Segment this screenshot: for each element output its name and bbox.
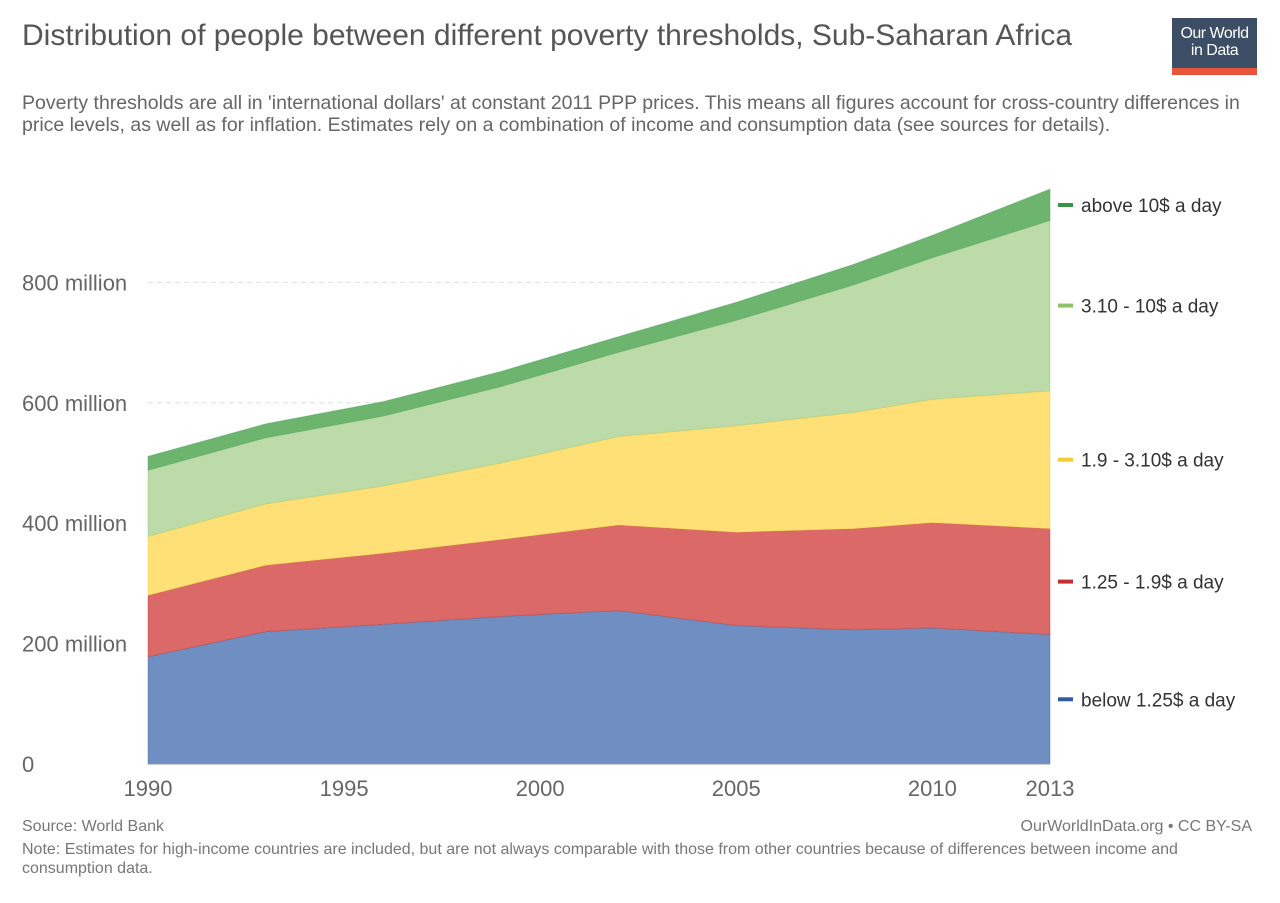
y-axis: 0 200 million 400 million 600 million 800 mi… [22, 270, 127, 777]
stacked-area-chart: 0 200 million 400 million 600 million 800 mi… [22, 188, 1236, 801]
legend-label[interactable]: 1.25 - 1.9$ a day [1081, 573, 1224, 594]
legend-swatch [1058, 697, 1073, 702]
legend-label[interactable]: 3.10 - 10$ a day [1081, 297, 1219, 318]
legend[interactable]: below 1.25$ a day 1.25 - 1.9$ a day 1.9 - … [1058, 196, 1236, 711]
note-text: Note: Estimates for high-income countrie… [22, 841, 1178, 877]
x-tick-label: 1995 [320, 776, 369, 801]
source-text: Source: World Bank [22, 818, 164, 835]
y-tick-label: 400 million [22, 511, 127, 536]
x-tick-label: 2010 [908, 776, 957, 801]
y-tick-label: 800 million [22, 270, 127, 295]
legend-label[interactable]: 1.9 - 3.10$ a day [1081, 451, 1224, 472]
legend-swatch [1058, 303, 1073, 308]
credit-text: OurWorldInData.org • CC BY-SA [1020, 818, 1252, 835]
legend-swatch [1058, 457, 1073, 462]
y-tick-label: 200 million [22, 632, 127, 657]
chart-subtitle: Poverty thresholds are all in 'internati… [22, 92, 1240, 136]
owid-logo[interactable]: Our World in Data [1172, 18, 1257, 75]
area-above-10-a-day[interactable] [147, 188, 1051, 471]
y-tick-label: 0 [22, 752, 34, 777]
area-below-1-25-a-day[interactable] [147, 609, 1051, 765]
y-tick-label: 600 million [22, 391, 127, 416]
logo-line-2: in Data [1190, 42, 1239, 59]
x-tick-label: 1990 [124, 776, 173, 801]
chart-title: Distribution of people between different… [22, 19, 1073, 52]
legend-label[interactable]: above 10$ a day [1081, 196, 1222, 217]
logo-line-1: Our World [1180, 25, 1249, 42]
legend-label[interactable]: below 1.25$ a day [1081, 690, 1236, 711]
x-tick-label: 2000 [516, 776, 565, 801]
x-tick-label: 2013 [1026, 776, 1075, 801]
area-series[interactable] [147, 188, 1051, 765]
legend-swatch [1058, 579, 1073, 584]
legend-swatch [1058, 203, 1073, 207]
x-axis: 1990 1995 2000 2005 2010 2013 [124, 763, 1075, 801]
x-tick-label: 2005 [712, 776, 761, 801]
